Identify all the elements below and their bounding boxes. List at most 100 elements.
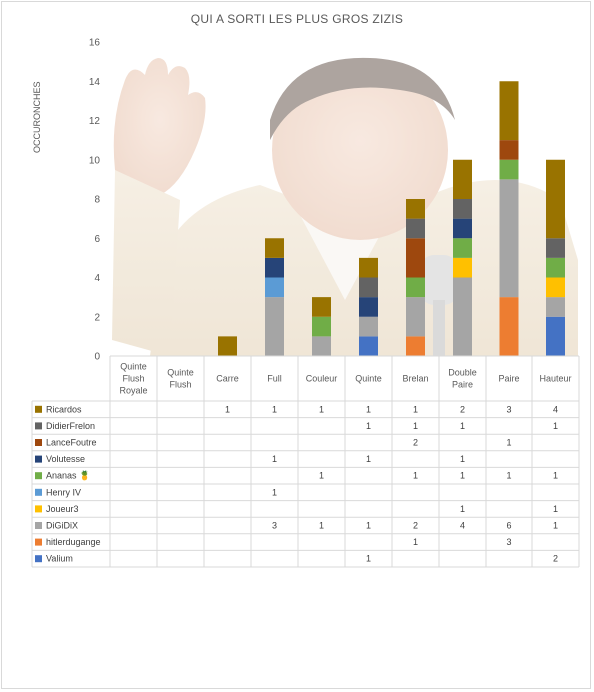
bar-segment <box>406 238 425 278</box>
bar-segment <box>406 297 425 337</box>
data-label: 1 <box>366 421 371 431</box>
bar-segment <box>265 238 284 258</box>
legend-key <box>35 405 42 413</box>
data-label: 1 <box>366 554 371 564</box>
data-label: 2 <box>413 521 418 531</box>
bar-segment <box>546 238 565 258</box>
y-tick-label: 10 <box>89 155 101 166</box>
chart-title: QUI A SORTI LES PLUS GROS ZIZIS <box>190 12 404 26</box>
bar-segment <box>312 297 331 317</box>
bar-segment <box>406 277 425 298</box>
data-label: 4 <box>553 404 558 414</box>
bar-segment <box>312 336 331 356</box>
bar-segment <box>265 257 284 278</box>
bar-segment <box>453 218 472 239</box>
legend-key <box>35 538 42 546</box>
bar-segment <box>546 277 565 298</box>
data-label: 1 <box>413 404 418 414</box>
data-label: 1 <box>553 471 558 481</box>
bar-segment <box>359 336 378 356</box>
y-tick-label: 4 <box>94 273 100 284</box>
data-label: 1 <box>413 471 418 481</box>
data-label: 1 <box>413 537 418 547</box>
y-tick-label: 6 <box>94 234 100 245</box>
bar-segment <box>453 199 472 219</box>
legend-key <box>35 472 42 480</box>
bar-segment <box>406 199 425 219</box>
legend-key <box>35 505 42 513</box>
legend-label: DidierFrelon <box>46 421 95 431</box>
data-label: 1 <box>460 454 465 464</box>
legend-label: Joueur3 <box>46 504 79 514</box>
x-tick-label: Paire <box>498 374 519 384</box>
data-label: 1 <box>460 504 465 514</box>
legend-key <box>35 488 42 496</box>
bar-segment <box>359 257 378 278</box>
legend-key <box>35 422 42 430</box>
bar-segment <box>406 336 425 356</box>
bar-segment <box>546 297 565 317</box>
bar-segment <box>265 297 284 356</box>
legend-label: Valium <box>46 554 73 564</box>
bar-segment <box>359 297 378 317</box>
bar-segment <box>546 316 565 356</box>
bar-segment <box>499 81 519 141</box>
y-tick-label: 2 <box>94 312 100 323</box>
x-tick-label: Full <box>267 374 282 384</box>
x-tick-label: Double Paire <box>448 368 477 390</box>
y-axis-ticks: 0 2 4 6 8 10 12 14 16 <box>89 38 101 363</box>
data-label: 1 <box>506 471 511 481</box>
bar-segment <box>406 218 425 239</box>
data-label: 1 <box>366 404 371 414</box>
x-tick-label: Couleur <box>306 374 338 384</box>
x-tick-label: Hauteur <box>539 374 571 384</box>
data-label: 1 <box>366 454 371 464</box>
y-tick-label: 0 <box>94 352 100 363</box>
bar-segment <box>546 257 565 278</box>
bar-segment <box>499 140 519 160</box>
bar-segment <box>453 238 472 258</box>
data-label: 1 <box>272 404 277 414</box>
x-tick-label: Quinte Flush <box>167 368 194 390</box>
data-table: Quinte Flush Royale Quinte Flush Carre Full Cou… <box>31 355 580 568</box>
data-label: 1 <box>319 404 324 414</box>
legend-key <box>35 439 42 446</box>
legend-label: LanceFoutre <box>46 438 97 448</box>
data-label: 1 <box>272 454 277 464</box>
data-label: 4 <box>460 521 465 531</box>
legend-label: Ricardos <box>46 404 82 414</box>
bar-segment <box>218 336 237 356</box>
data-label: 1 <box>553 421 558 431</box>
bar-segment <box>453 257 472 278</box>
bar-segment <box>359 316 378 337</box>
x-tick-label: Carre <box>216 374 239 384</box>
x-tick-label: Brelan <box>402 374 428 384</box>
legend-label: Ananas 🍍 <box>46 470 90 481</box>
bar-segment <box>499 297 519 356</box>
data-label: 1 <box>460 471 465 481</box>
data-label: 6 <box>506 521 511 531</box>
y-tick-label: 14 <box>89 77 101 88</box>
bar-segment <box>499 159 519 180</box>
bar-segment <box>265 277 284 298</box>
data-label: 1 <box>319 471 324 481</box>
legend-label: DiGiDiX <box>46 521 78 531</box>
x-tick-label: Quinte Flush Royale <box>119 362 147 396</box>
data-label: 3 <box>506 537 511 547</box>
bar-segment <box>453 277 472 356</box>
data-label: 1 <box>319 521 324 531</box>
data-label: 1 <box>272 487 277 497</box>
data-label: 1 <box>413 421 418 431</box>
data-label: 1 <box>506 438 511 448</box>
bar-segment <box>312 316 331 337</box>
data-label: 3 <box>272 521 277 531</box>
data-label: 3 <box>506 404 511 414</box>
data-label: 1 <box>225 404 230 414</box>
bar-segment <box>359 277 378 298</box>
data-label: 2 <box>460 404 465 414</box>
data-label: 2 <box>553 554 558 564</box>
data-label: 1 <box>460 421 465 431</box>
y-tick-label: 12 <box>89 116 101 127</box>
legend-label: Henry IV <box>46 487 81 497</box>
